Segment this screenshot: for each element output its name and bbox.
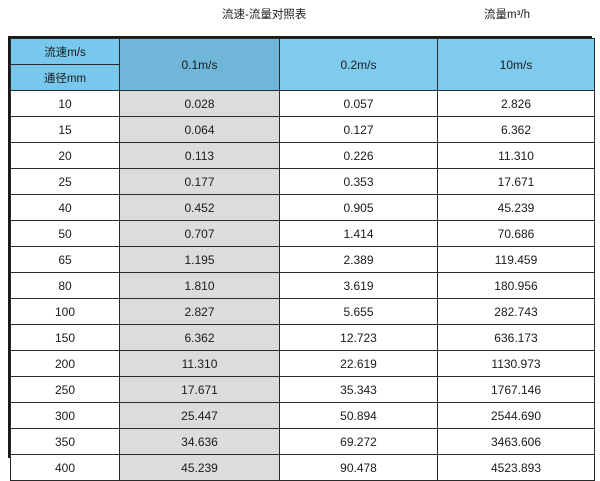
cell-diameter: 350 [10, 428, 120, 455]
page-title: 流速-流量对照表 [222, 9, 307, 21]
cell-flow-01: 2.827 [119, 298, 280, 325]
cell-flow-10: 180.956 [437, 272, 595, 299]
cell-flow-01: 11.310 [119, 350, 280, 377]
cell-flow-10: 2.826 [437, 90, 595, 117]
corner-label-velocity: 流速m/s [11, 39, 119, 65]
cell-flow-01: 0.113 [119, 142, 280, 169]
cell-flow-10: 4523.893 [437, 454, 595, 481]
cell-diameter: 300 [10, 402, 120, 429]
table-row: 400 45.239 90.478 4523.893 [10, 454, 595, 481]
cell-flow-01: 0.028 [119, 90, 280, 117]
cell-flow-10: 6.362 [437, 116, 595, 143]
cell-flow-02: 0.226 [279, 142, 438, 169]
table-row: 80 1.810 3.619 180.956 [10, 272, 595, 299]
table-row: 350 34.636 69.272 3463.606 [10, 428, 595, 455]
cell-flow-02: 90.478 [279, 454, 438, 481]
cell-flow-10: 3463.606 [437, 428, 595, 455]
table-row: 15 0.064 0.127 6.362 [10, 116, 595, 143]
cell-flow-01: 45.239 [119, 454, 280, 481]
cell-diameter: 15 [10, 116, 120, 143]
cell-flow-10: 17.671 [437, 168, 595, 195]
table-body: 10 0.028 0.057 2.826 15 0.064 0.127 6.362 20 0.11… [10, 90, 595, 481]
cell-flow-02: 0.127 [279, 116, 438, 143]
table-row: 50 0.707 1.414 70.686 [10, 220, 595, 247]
cell-flow-02: 50.894 [279, 402, 438, 429]
corner-label-diameter: 通径mm [43, 72, 87, 85]
cell-flow-02: 5.655 [279, 298, 438, 325]
cell-diameter: 250 [10, 376, 120, 403]
cell-diameter: 50 [10, 220, 120, 247]
cell-flow-01: 17.671 [119, 376, 280, 403]
cell-flow-01: 1.810 [119, 272, 280, 299]
header-corner-cell: 流速m/s 通径mm [10, 38, 120, 91]
cell-flow-01: 0.707 [119, 220, 280, 247]
table-row: 10 0.028 0.057 2.826 [10, 90, 595, 117]
table-row: 20 0.113 0.226 11.310 [10, 142, 595, 169]
cell-diameter: 25 [10, 168, 120, 195]
cell-flow-01: 6.362 [119, 324, 280, 351]
cell-flow-10: 119.459 [437, 246, 595, 273]
cell-flow-10: 636.173 [437, 324, 595, 351]
cell-flow-01: 34.636 [119, 428, 280, 455]
cell-flow-02: 0.905 [279, 194, 438, 221]
cell-flow-02: 22.619 [279, 350, 438, 377]
cell-diameter: 20 [10, 142, 120, 169]
cell-flow-10: 2544.690 [437, 402, 595, 429]
cell-flow-10: 70.686 [437, 220, 595, 247]
header-row: 流速m/s 通径mm 0.1m/s 0.2m/s 10m/s [10, 38, 595, 91]
cell-flow-10: 45.239 [437, 194, 595, 221]
cell-diameter: 80 [10, 272, 120, 299]
column-header-2: 10m/s [437, 38, 595, 91]
cell-flow-02: 69.272 [279, 428, 438, 455]
cell-diameter: 400 [10, 454, 120, 481]
cell-diameter: 150 [10, 324, 120, 351]
cell-flow-02: 0.353 [279, 168, 438, 195]
column-header-1: 0.2m/s [279, 38, 438, 91]
unit-label: 流量m³/h [484, 9, 530, 21]
table-row: 40 0.452 0.905 45.239 [10, 194, 595, 221]
cell-flow-10: 282.743 [437, 298, 595, 325]
cell-flow-01: 1.195 [119, 246, 280, 273]
cell-diameter: 65 [10, 246, 120, 273]
cell-flow-01: 0.177 [119, 168, 280, 195]
cell-flow-02: 2.389 [279, 246, 438, 273]
cell-flow-02: 1.414 [279, 220, 438, 247]
flow-comparison-table: 流速m/s 通径mm 0.1m/s 0.2m/s 10m/s 10 0.028 0.… [8, 36, 595, 481]
table-header: 流速m/s 通径mm 0.1m/s 0.2m/s 10m/s [10, 38, 595, 91]
cell-diameter: 10 [10, 90, 120, 117]
cell-diameter: 40 [10, 194, 120, 221]
table-row: 300 25.447 50.894 2544.690 [10, 402, 595, 429]
cell-flow-10: 1767.146 [437, 376, 595, 403]
table-row: 200 11.310 22.619 1130.973 [10, 350, 595, 377]
table-row: 100 2.827 5.655 282.743 [10, 298, 595, 325]
table: 流速m/s 通径mm 0.1m/s 0.2m/s 10m/s 10 0.028 0.… [10, 38, 595, 481]
cell-flow-01: 0.452 [119, 194, 280, 221]
cell-flow-02: 12.723 [279, 324, 438, 351]
cell-flow-02: 35.343 [279, 376, 438, 403]
table-row: 150 6.362 12.723 636.173 [10, 324, 595, 351]
table-row: 65 1.195 2.389 119.459 [10, 246, 595, 273]
cell-flow-01: 0.064 [119, 116, 280, 143]
cell-flow-02: 3.619 [279, 272, 438, 299]
cell-flow-02: 0.057 [279, 90, 438, 117]
table-row: 25 0.177 0.353 17.671 [10, 168, 595, 195]
cell-diameter: 200 [10, 350, 120, 377]
column-header-0: 0.1m/s [119, 38, 280, 91]
table-row: 250 17.671 35.343 1767.146 [10, 376, 595, 403]
cell-flow-10: 11.310 [437, 142, 595, 169]
cell-diameter: 100 [10, 298, 120, 325]
cell-flow-10: 1130.973 [437, 350, 595, 377]
cell-flow-01: 25.447 [119, 402, 280, 429]
caption-row: 流速-流量对照表 流量m³/h [0, 0, 600, 36]
